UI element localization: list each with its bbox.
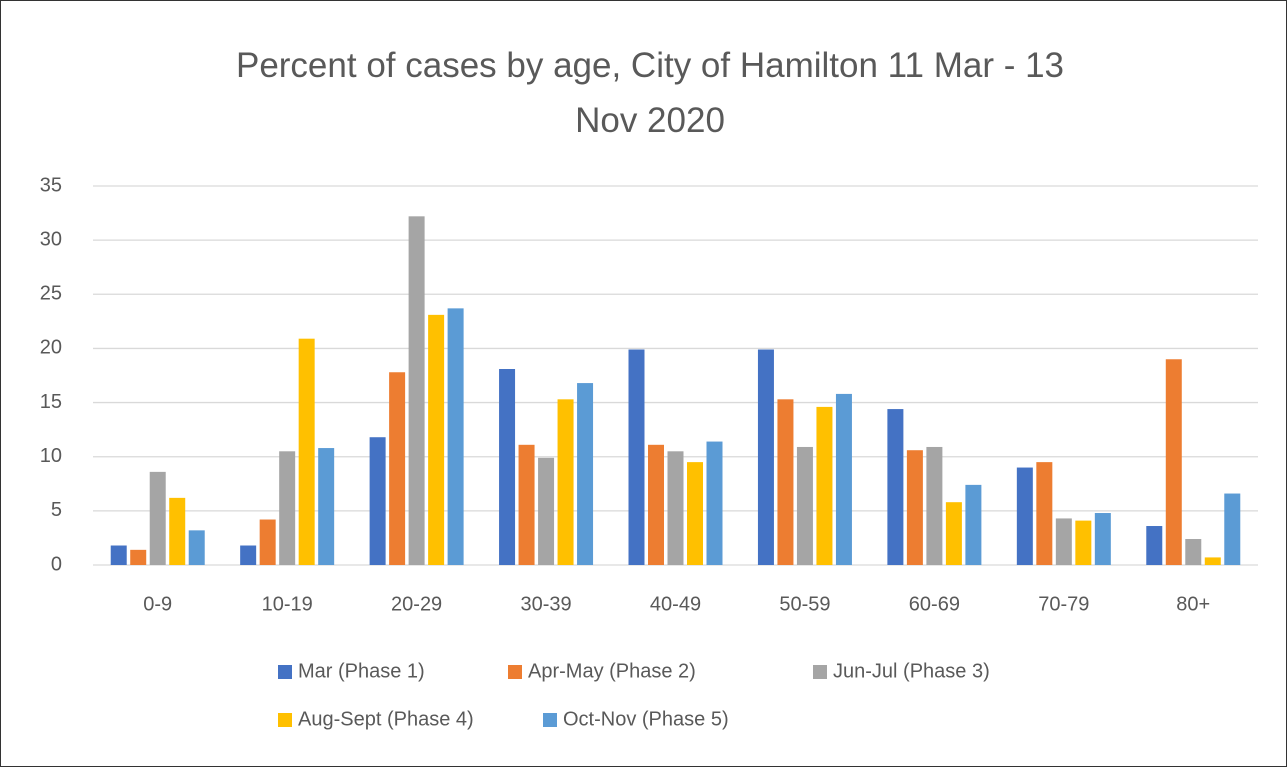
bar (1075, 520, 1092, 565)
x-tick-label: 20-29 (391, 593, 442, 615)
bar (926, 446, 943, 565)
bar (557, 399, 574, 565)
x-tick-label: 70-79 (1038, 593, 1089, 615)
bar (1185, 539, 1202, 565)
bar (687, 462, 703, 565)
y-tick-label: 5 (51, 499, 62, 521)
legend-label: Jun-Jul (Phase 3) (833, 660, 990, 682)
bar (777, 399, 794, 565)
bar (518, 444, 535, 565)
bar (259, 519, 276, 565)
y-tick-label: 35 (40, 174, 62, 196)
bar (188, 530, 205, 565)
bar (538, 457, 555, 565)
bar (1146, 526, 1163, 565)
x-tick-label: 30-39 (520, 593, 571, 615)
legend-label: Oct-Nov (Phase 5) (563, 708, 729, 730)
y-tick-label: 0 (51, 553, 62, 575)
bar (965, 484, 982, 565)
y-tick-label: 30 (40, 228, 62, 250)
bar (447, 308, 464, 565)
bar (835, 393, 852, 565)
legend-swatch (508, 665, 522, 679)
bar (110, 545, 127, 565)
legend-label: Aug-Sept (Phase 4) (298, 708, 474, 730)
legend-swatch (278, 665, 292, 679)
bar (149, 471, 166, 565)
bar (648, 444, 664, 565)
bar (169, 497, 186, 565)
x-tick-label: 60-69 (909, 593, 960, 615)
legend-swatch (813, 665, 827, 679)
bar (130, 549, 147, 565)
bar (577, 383, 594, 565)
legend-swatch (278, 713, 292, 727)
y-tick-label: 10 (40, 445, 62, 467)
bar (1016, 467, 1033, 565)
bar (796, 446, 813, 565)
x-tick-label: 10-19 (262, 593, 313, 615)
bar (945, 502, 962, 565)
bar (1165, 359, 1182, 565)
legend-swatch (543, 713, 557, 727)
bar (369, 437, 386, 565)
bar (499, 369, 516, 565)
legend-label: Mar (Phase 1) (298, 660, 425, 682)
bar (628, 349, 645, 565)
bar (906, 450, 923, 565)
bar (1224, 493, 1241, 565)
bar (408, 216, 425, 565)
y-tick-label: 25 (40, 283, 62, 305)
bar (318, 448, 335, 565)
bar (757, 349, 774, 565)
bar (816, 406, 833, 565)
bar (887, 409, 904, 565)
x-tick-label: 50-59 (779, 593, 830, 615)
x-tick-label: 80+ (1176, 593, 1210, 615)
bar (1036, 462, 1053, 565)
bar (706, 441, 723, 565)
x-tick-label: 40-49 (650, 593, 701, 615)
bar (1055, 518, 1072, 565)
y-tick-label: 20 (40, 337, 62, 359)
bar (1094, 513, 1111, 565)
bar (298, 338, 315, 565)
bar (428, 314, 445, 565)
bar (240, 545, 257, 565)
chart-title: Percent of cases by age, City of Hamilto… (236, 46, 1064, 140)
bar (279, 451, 296, 565)
legend-label: Apr-May (Phase 2) (528, 660, 696, 682)
y-tick-label: 15 (40, 391, 62, 413)
bar (667, 451, 684, 565)
x-tick-label: 0-9 (143, 593, 172, 615)
bar (1204, 557, 1221, 565)
bar (389, 372, 406, 565)
